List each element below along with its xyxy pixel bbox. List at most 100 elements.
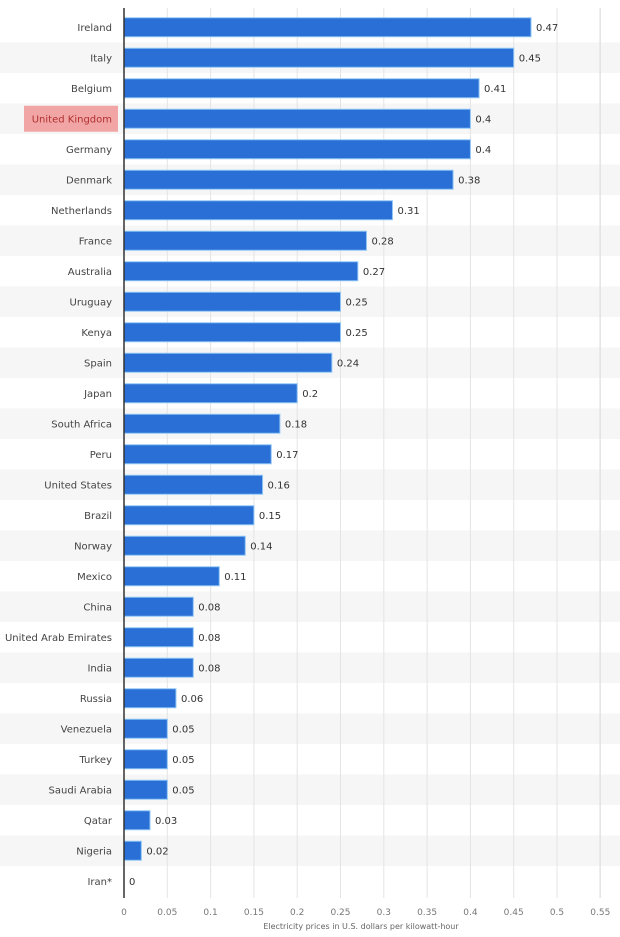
bar: [123, 505, 255, 526]
value-label: 0.02: [146, 846, 168, 857]
value-label: 0.16: [268, 480, 290, 491]
bar: [123, 169, 454, 190]
bar: [123, 474, 264, 495]
value-label: 0.47: [536, 23, 558, 34]
x-axis-label: Electricity prices in U.S. dollars per k…: [263, 922, 459, 931]
category-label: Japan: [83, 389, 112, 400]
value-label: 0.27: [363, 267, 385, 278]
value-label: 0.24: [337, 358, 359, 369]
value-label: 0.17: [276, 450, 298, 461]
bar: [123, 840, 142, 861]
category-label: Saudi Arabia: [49, 785, 112, 796]
value-label: 0.08: [198, 633, 220, 644]
bar: [123, 688, 177, 709]
category-label: Ireland: [77, 23, 112, 34]
bar: [123, 444, 272, 465]
x-tick-label: 0.5: [550, 908, 564, 918]
bar: [123, 108, 471, 129]
value-label: 0.05: [172, 785, 194, 796]
bar: [123, 322, 341, 343]
category-label: United States: [44, 480, 112, 491]
bar: [123, 78, 480, 99]
value-label: 0.08: [198, 602, 220, 613]
bar: [123, 17, 532, 38]
bar: [123, 230, 367, 251]
category-label: South Africa: [51, 419, 112, 430]
bar: [123, 383, 298, 404]
value-label: 0.41: [484, 84, 506, 95]
value-label: 0.06: [181, 694, 203, 705]
value-label: 0.25: [346, 297, 368, 308]
category-label: India: [87, 663, 112, 674]
category-label: Australia: [68, 267, 112, 278]
value-label: 0.05: [172, 755, 194, 766]
category-label: United Kingdom: [32, 114, 112, 125]
value-label: 0: [129, 877, 135, 888]
x-tick-label: 0.35: [417, 908, 437, 918]
category-label: Iran*: [87, 877, 112, 888]
x-tick-label: 0.4: [463, 908, 478, 918]
bar: [123, 535, 246, 556]
bar: [123, 749, 168, 770]
row-stripe: [0, 408, 620, 439]
category-label: Mexico: [77, 572, 112, 583]
x-tick-label: 0.2: [290, 908, 304, 918]
value-label: 0.4: [475, 145, 491, 156]
value-label: 0.11: [224, 572, 246, 583]
category-label: Germany: [66, 145, 112, 156]
bar: [123, 261, 359, 282]
bar: [123, 779, 168, 800]
value-label: 0.05: [172, 724, 194, 735]
x-tick-label: 0.3: [377, 908, 391, 918]
category-label: Kenya: [81, 328, 112, 339]
x-tick-label: 0: [121, 908, 127, 918]
bar: [123, 566, 220, 587]
bar: [123, 291, 341, 312]
category-label: Norway: [74, 541, 112, 552]
category-label: Uruguay: [70, 297, 113, 308]
category-label: Denmark: [66, 175, 112, 186]
highlight-box: [24, 105, 118, 132]
row-stripe: [0, 591, 620, 622]
category-label: France: [79, 236, 112, 247]
bar: [123, 718, 168, 739]
category-label: Italy: [90, 53, 112, 64]
category-label: Qatar: [84, 816, 113, 827]
bar: [123, 810, 151, 831]
category-label: Venezuela: [61, 724, 112, 735]
category-label: Nigeria: [76, 846, 112, 857]
category-label: Spain: [84, 358, 112, 369]
value-label: 0.2: [302, 389, 318, 400]
bar: [123, 413, 281, 434]
category-label: Brazil: [84, 511, 112, 522]
bar: [123, 627, 194, 648]
value-label: 0.14: [250, 541, 272, 552]
category-label: China: [83, 602, 112, 613]
value-label: 0.18: [285, 419, 307, 430]
category-label: Peru: [90, 450, 112, 461]
category-label: Turkey: [78, 755, 112, 766]
x-tick-label: 0.05: [157, 908, 177, 918]
row-stripe: [0, 530, 620, 561]
bar: [123, 139, 471, 160]
category-label: United Arab Emirates: [5, 633, 112, 644]
row-stripe: [0, 835, 620, 866]
value-label: 0.25: [346, 328, 368, 339]
row-stripe: [0, 652, 620, 683]
value-label: 0.31: [397, 206, 419, 217]
row-stripe: [0, 469, 620, 500]
value-label: 0.28: [371, 236, 393, 247]
value-label: 0.38: [458, 175, 480, 186]
bar: [123, 657, 194, 678]
x-tick-label: 0.1: [203, 908, 217, 918]
bar: [123, 352, 333, 373]
value-label: 0.03: [155, 816, 177, 827]
row-stripe: [0, 774, 620, 805]
value-label: 0.4: [475, 114, 491, 125]
x-tick-label: 0.55: [590, 908, 610, 918]
value-label: 0.08: [198, 663, 220, 674]
x-tick-label: 0.45: [504, 908, 524, 918]
value-label: 0.15: [259, 511, 281, 522]
category-label: Belgium: [71, 84, 112, 95]
